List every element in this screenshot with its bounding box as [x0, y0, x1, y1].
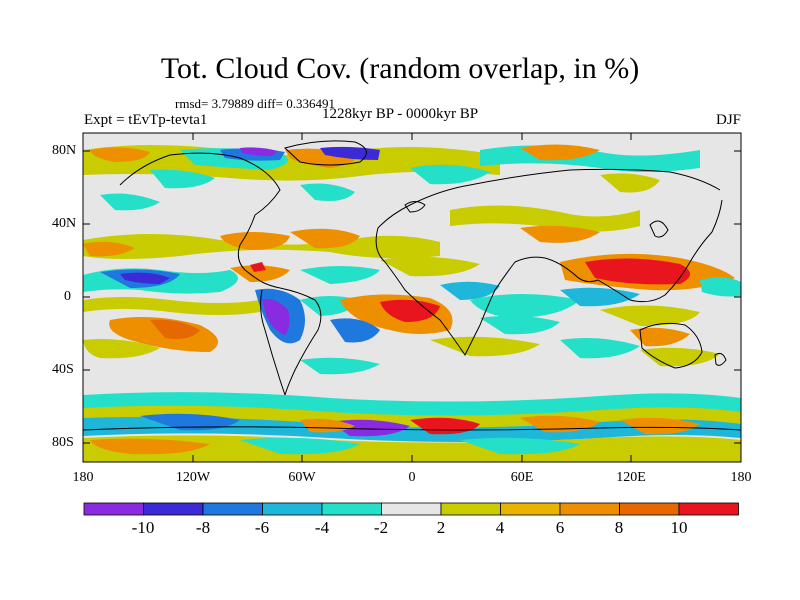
- colorbar-label: 8: [614, 518, 624, 537]
- colorbar-swatch: [202, 502, 263, 516]
- field-patch: [250, 262, 266, 272]
- field-patch: [600, 305, 700, 326]
- field-patch: [585, 258, 690, 285]
- field-patch: [470, 294, 580, 318]
- field-patch: [83, 241, 135, 257]
- field-patch: [83, 339, 160, 359]
- lat-label: 40N: [52, 216, 77, 231]
- field-patch: [300, 183, 355, 201]
- colorbar-swatch: [381, 502, 442, 516]
- lon-label: 120W: [175, 470, 211, 485]
- field-patch: [83, 297, 260, 315]
- coastline-antarctica: [83, 426, 741, 431]
- coastline-eurasia-north: [377, 168, 721, 229]
- season-label: DJF: [715, 112, 741, 128]
- coastline-australia: [639, 322, 703, 369]
- lat-label: 0: [64, 289, 71, 304]
- field-patch: [450, 205, 640, 232]
- experiment-label: Expt = tEvTp-tevta1: [84, 112, 208, 128]
- field-patch: [410, 164, 490, 185]
- colorbar-label: -6: [254, 518, 270, 537]
- lon-label: 60W: [288, 470, 316, 485]
- field-patch: [380, 256, 480, 277]
- lat-label: 80N: [52, 143, 77, 158]
- field-patch: [460, 437, 580, 455]
- field-patch: [140, 413, 240, 431]
- field-patch: [150, 319, 200, 339]
- field-patch: [330, 318, 380, 343]
- coastline-south-america-east: [279, 287, 322, 396]
- map-field: [83, 133, 741, 462]
- field-patch: [520, 144, 600, 161]
- field-patch: [150, 169, 215, 189]
- colorbar-label: 4: [495, 518, 505, 537]
- lat-label: 80S: [52, 435, 74, 450]
- field-patch: [430, 336, 540, 357]
- coastline-asia-south: [544, 199, 723, 303]
- colorbar-label: -10: [131, 518, 155, 537]
- colorbar-label: -4: [314, 518, 330, 537]
- colorbar-label: 6: [555, 518, 565, 537]
- field-patch: [380, 299, 440, 322]
- lon-label: 60E: [510, 470, 534, 485]
- field-patch: [240, 437, 360, 455]
- colorbar: [83, 502, 739, 516]
- field-patch: [620, 417, 700, 435]
- period-label: 1228kyr BP - 0000kyr BP: [322, 106, 479, 122]
- field-patch: [300, 266, 380, 284]
- colorbar-label: -8: [195, 518, 211, 537]
- coastline-japan: [649, 220, 669, 238]
- map-title: Tot. Cloud Cov. (random overlap, in %): [160, 52, 640, 85]
- coastline-south-america-west: [260, 289, 286, 396]
- lon-label: 180: [72, 470, 94, 485]
- colorbar-swatch: [143, 502, 204, 516]
- colorbar-swatch: [559, 502, 620, 516]
- field-patch: [100, 193, 160, 211]
- coastline-africa: [375, 227, 546, 356]
- axis-ticks: [83, 133, 741, 462]
- field-patch: [220, 232, 290, 250]
- field-patch: [240, 147, 278, 156]
- colorbar-swatch: [440, 502, 501, 516]
- colorbar-swatch: [678, 502, 739, 516]
- field-patch: [262, 299, 290, 335]
- lon-label: 0: [408, 470, 416, 485]
- colorbar-swatch: [83, 502, 144, 516]
- field-patch: [520, 225, 600, 243]
- field-patch: [300, 357, 380, 375]
- field-patch: [600, 173, 660, 193]
- field-patch: [300, 418, 355, 433]
- field-patch: [440, 281, 500, 300]
- stats-label: rmsd= 3.79889 diff= 0.336491: [175, 96, 335, 111]
- coastline-greenland: [284, 140, 367, 166]
- field-patch: [640, 347, 720, 367]
- colorbar-label: -2: [373, 518, 389, 537]
- colorbar-swatch: [619, 502, 680, 516]
- colorbar-label: 2: [436, 518, 446, 537]
- colorbar-swatch: [262, 502, 323, 516]
- coastlines: [83, 140, 741, 431]
- field-patch: [290, 228, 360, 249]
- field-patch: [90, 438, 210, 455]
- field-patch: [630, 327, 690, 347]
- lon-label: 120E: [616, 470, 646, 485]
- colorbar-label: 10: [670, 518, 688, 537]
- field-patch: [560, 287, 640, 307]
- coastline-british-isles: [404, 201, 426, 213]
- lat-label: 40S: [52, 362, 74, 377]
- field-patch: [90, 147, 150, 162]
- colorbar-swatch: [321, 502, 382, 516]
- coastline-north-america: [119, 152, 281, 289]
- field-patch: [120, 272, 170, 284]
- coastline-new-zealand: [714, 352, 727, 366]
- field-patch: [330, 419, 410, 437]
- field-patch: [700, 277, 741, 297]
- field-patch: [480, 315, 560, 335]
- lon-label: 180: [730, 470, 752, 485]
- colorbar-swatch: [500, 502, 561, 516]
- field-patch: [560, 338, 640, 359]
